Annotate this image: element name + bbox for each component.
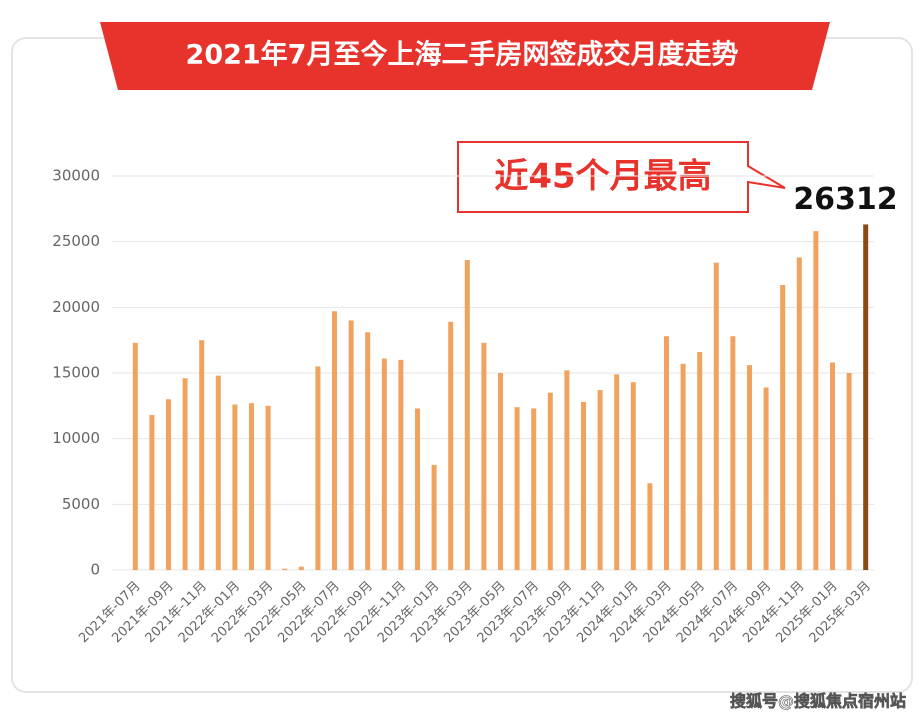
bar [498, 373, 503, 570]
watermark: 搜狐号@搜狐焦点宿州站 [730, 692, 906, 711]
chart-title: 2021年7月至今上海二手房网签成交月度走势 [186, 39, 739, 71]
y-tick-label: 15000 [52, 364, 100, 382]
bar [182, 378, 188, 570]
bar [597, 390, 603, 570]
data-label: 26312 [793, 182, 897, 217]
bar [747, 365, 752, 570]
bar [348, 320, 354, 570]
bar [448, 321, 454, 570]
y-tick-label: 30000 [52, 167, 100, 185]
bar [132, 342, 138, 570]
bar [166, 399, 171, 570]
bar [149, 415, 155, 570]
bar [298, 566, 304, 570]
bar [796, 257, 802, 570]
bar [514, 407, 520, 570]
bar [846, 373, 852, 570]
bar [431, 464, 437, 570]
bar [863, 224, 869, 570]
bar [713, 262, 719, 570]
bar [381, 358, 387, 570]
bar [813, 231, 819, 570]
bar [215, 375, 221, 570]
bar [199, 340, 205, 570]
y-tick-label: 10000 [52, 429, 100, 447]
y-tick-label: 5000 [62, 495, 100, 513]
bar [315, 366, 321, 570]
bar [365, 332, 371, 570]
bar [730, 336, 736, 570]
bar [830, 362, 835, 570]
bar [265, 405, 271, 570]
bar [415, 408, 420, 570]
bar [664, 336, 669, 570]
bar [481, 342, 487, 570]
bar [614, 374, 620, 570]
bar [547, 392, 553, 570]
bar [464, 260, 470, 570]
bar [780, 285, 786, 570]
bar [249, 403, 254, 570]
bar [232, 404, 238, 570]
bar [398, 359, 404, 570]
y-tick-label: 25000 [52, 232, 100, 250]
callout-box [457, 141, 786, 213]
bar [581, 401, 586, 570]
title-banner [100, 22, 830, 90]
bar [647, 483, 653, 570]
y-tick-label: 0 [90, 561, 100, 579]
bar [697, 351, 703, 570]
bar [531, 408, 537, 570]
bar [332, 311, 337, 570]
bar [564, 370, 570, 570]
bar [282, 568, 288, 570]
bar [763, 387, 769, 570]
bar [630, 382, 636, 570]
y-tick-label: 20000 [52, 298, 100, 316]
bar [680, 363, 686, 570]
